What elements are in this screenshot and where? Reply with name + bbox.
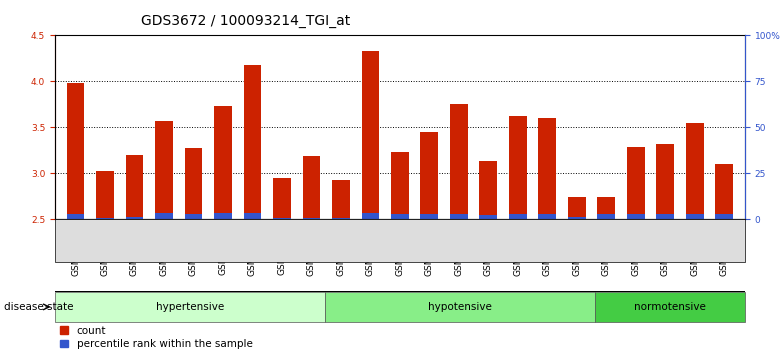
- Bar: [96, 171, 114, 219]
- Bar: [214, 106, 232, 219]
- Bar: [332, 180, 350, 219]
- Bar: [155, 213, 172, 219]
- Bar: [303, 218, 320, 219]
- Bar: [184, 148, 202, 219]
- Bar: [509, 116, 527, 219]
- Text: normotensive: normotensive: [634, 302, 706, 312]
- Bar: [184, 214, 202, 219]
- Bar: [480, 161, 497, 219]
- Bar: [627, 214, 644, 219]
- Bar: [715, 164, 733, 219]
- Bar: [244, 65, 261, 219]
- Bar: [273, 178, 291, 219]
- Bar: [391, 214, 408, 219]
- Bar: [420, 132, 438, 219]
- Bar: [361, 213, 379, 219]
- Bar: [597, 198, 615, 219]
- Bar: [597, 214, 615, 219]
- Text: disease state: disease state: [4, 302, 74, 312]
- Bar: [450, 104, 467, 219]
- Bar: [125, 217, 143, 219]
- Bar: [67, 214, 85, 219]
- Bar: [125, 155, 143, 219]
- Bar: [67, 83, 85, 219]
- Bar: [480, 215, 497, 219]
- Bar: [568, 198, 586, 219]
- Bar: [361, 51, 379, 219]
- Bar: [686, 214, 703, 219]
- Bar: [155, 121, 172, 219]
- Bar: [273, 218, 291, 219]
- Bar: [656, 214, 674, 219]
- Legend: count, percentile rank within the sample: count, percentile rank within the sample: [60, 326, 252, 349]
- Bar: [214, 213, 232, 219]
- Bar: [96, 218, 114, 219]
- Bar: [450, 214, 467, 219]
- Bar: [568, 217, 586, 219]
- Bar: [539, 118, 556, 219]
- Bar: [715, 214, 733, 219]
- Bar: [420, 214, 438, 219]
- Bar: [391, 152, 408, 219]
- Bar: [509, 214, 527, 219]
- Text: GDS3672 / 100093214_TGI_at: GDS3672 / 100093214_TGI_at: [141, 14, 350, 28]
- Bar: [303, 156, 320, 219]
- Bar: [656, 144, 674, 219]
- Bar: [627, 147, 644, 219]
- Text: hypotensive: hypotensive: [428, 302, 492, 312]
- Bar: [244, 213, 261, 219]
- Bar: [686, 123, 703, 219]
- Bar: [539, 214, 556, 219]
- Text: hypertensive: hypertensive: [156, 302, 224, 312]
- Bar: [332, 218, 350, 219]
